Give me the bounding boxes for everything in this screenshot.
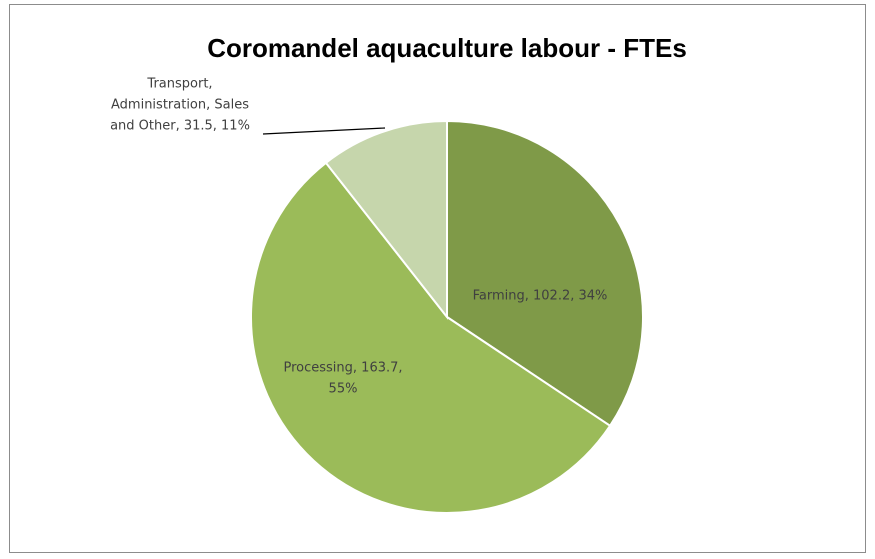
data-label: and Other, 31.5, 11% — [110, 119, 250, 134]
data-label: Administration, Sales — [111, 98, 249, 113]
pie-slice — [250, 161, 612, 514]
data-label: Farming, 102.2, 34% — [473, 289, 608, 304]
leader-line — [262, 127, 386, 135]
data-label: 55% — [329, 382, 358, 397]
data-label: Transport, — [146, 77, 212, 92]
chart-title: Coromandel aquaculture labour - FTEs — [207, 33, 687, 63]
pie-slice — [324, 119, 448, 320]
data-label: Processing, 163.7, — [283, 361, 402, 376]
